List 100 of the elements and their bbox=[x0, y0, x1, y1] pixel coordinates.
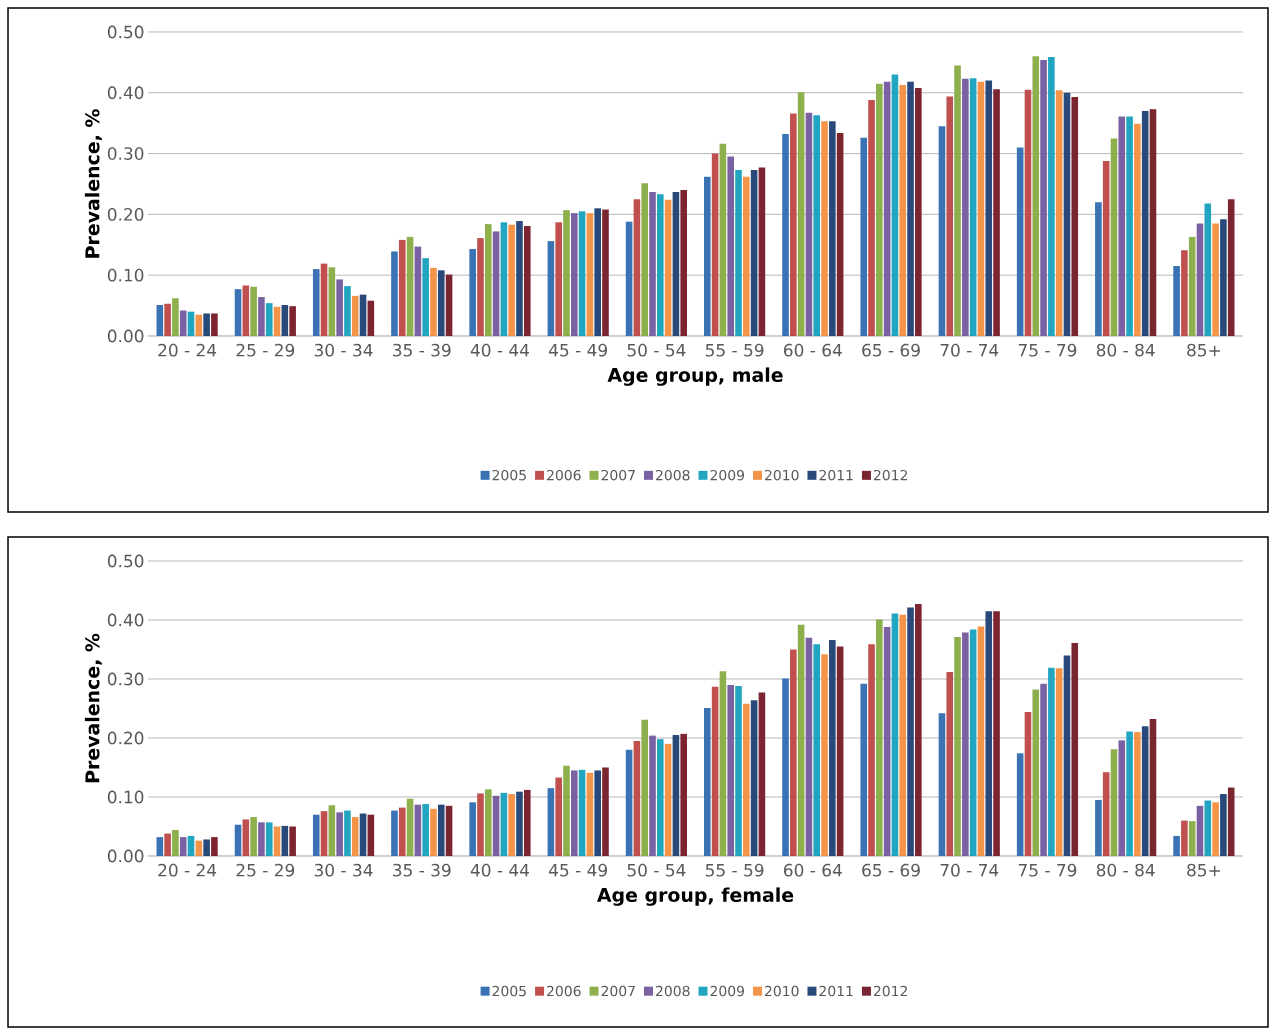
bar bbox=[1227, 787, 1235, 856]
bar bbox=[1016, 147, 1024, 336]
bar bbox=[969, 629, 977, 856]
bar bbox=[508, 224, 515, 336]
y-tick-label: 0.20 bbox=[107, 731, 144, 745]
bar bbox=[907, 81, 914, 336]
bar bbox=[344, 810, 351, 856]
bar bbox=[523, 225, 531, 336]
bar bbox=[727, 684, 735, 856]
x-tick-label: 80 - 84 bbox=[1096, 863, 1155, 877]
bar bbox=[829, 121, 836, 336]
x-tick-label: 65 - 69 bbox=[862, 863, 920, 877]
bar bbox=[414, 246, 422, 336]
bar bbox=[836, 132, 844, 336]
bar bbox=[1063, 655, 1071, 856]
bar bbox=[430, 267, 437, 336]
bar bbox=[985, 80, 993, 336]
bar bbox=[547, 241, 555, 336]
bar bbox=[954, 65, 961, 336]
x-tick-label: 40 - 44 bbox=[470, 863, 529, 877]
bar bbox=[649, 191, 656, 336]
bar bbox=[430, 808, 437, 856]
bar bbox=[1016, 753, 1024, 856]
bar bbox=[1032, 689, 1040, 856]
bar bbox=[876, 619, 883, 856]
bar bbox=[477, 793, 484, 856]
bar bbox=[938, 126, 946, 336]
bar bbox=[469, 249, 476, 336]
bar bbox=[445, 274, 453, 336]
bar bbox=[735, 686, 742, 856]
bar bbox=[359, 813, 367, 856]
bar bbox=[860, 137, 868, 336]
y-tick-label: 0.10 bbox=[107, 268, 144, 282]
bar bbox=[367, 300, 375, 336]
bar bbox=[281, 304, 289, 336]
bar bbox=[657, 739, 664, 856]
bar bbox=[281, 825, 289, 856]
bar bbox=[891, 74, 899, 336]
legend-label: 2008 bbox=[656, 469, 690, 481]
x-tick-label: 50 - 54 bbox=[627, 863, 686, 877]
bar bbox=[250, 286, 257, 336]
bar bbox=[1024, 89, 1032, 336]
bar bbox=[711, 686, 719, 856]
bar bbox=[187, 835, 195, 856]
bar bbox=[312, 269, 320, 336]
bar bbox=[1196, 223, 1204, 336]
bar bbox=[578, 211, 586, 336]
x-tick-label: 70 - 74 bbox=[940, 343, 999, 357]
bar bbox=[328, 267, 336, 336]
bar bbox=[250, 817, 257, 856]
bar bbox=[1118, 116, 1126, 336]
y-tick-label: 0.50 bbox=[107, 25, 144, 39]
bar bbox=[172, 830, 179, 856]
bar bbox=[1048, 56, 1055, 336]
bar bbox=[1149, 719, 1157, 856]
bar bbox=[289, 306, 296, 336]
bar bbox=[1196, 805, 1204, 856]
bar bbox=[883, 627, 891, 856]
y-tick-label: 0.20 bbox=[107, 207, 144, 221]
bar bbox=[1040, 59, 1047, 336]
bar bbox=[649, 735, 656, 856]
bar bbox=[633, 740, 641, 856]
bar bbox=[602, 209, 609, 336]
bar bbox=[265, 303, 273, 336]
bar bbox=[164, 833, 171, 856]
bar bbox=[594, 770, 601, 856]
bar bbox=[391, 810, 398, 856]
bar bbox=[1024, 712, 1032, 856]
bar bbox=[977, 81, 985, 336]
bar bbox=[211, 837, 218, 856]
bar bbox=[1110, 749, 1118, 856]
bar bbox=[336, 279, 343, 336]
bar bbox=[1141, 726, 1149, 856]
legend-label: 2005 bbox=[492, 985, 526, 997]
bar bbox=[602, 767, 609, 856]
bar bbox=[672, 735, 680, 856]
bar bbox=[328, 805, 336, 856]
bar bbox=[1040, 683, 1047, 856]
legend-label: 2008 bbox=[656, 985, 690, 997]
bar bbox=[797, 92, 805, 336]
bar bbox=[414, 804, 422, 856]
bar bbox=[320, 811, 328, 856]
x-tick-label: 45 - 49 bbox=[549, 863, 607, 877]
bar bbox=[946, 671, 954, 856]
bar bbox=[985, 611, 993, 856]
bar bbox=[203, 839, 210, 856]
bar bbox=[1173, 266, 1180, 336]
bar bbox=[868, 100, 875, 336]
bar bbox=[1181, 250, 1188, 336]
bar bbox=[805, 112, 813, 336]
bar bbox=[203, 313, 210, 336]
bar bbox=[320, 263, 328, 336]
legend-label: 2011 bbox=[819, 985, 853, 997]
bar bbox=[234, 824, 242, 856]
bar bbox=[445, 805, 453, 856]
bar bbox=[563, 765, 570, 856]
bar bbox=[750, 170, 758, 336]
bar bbox=[743, 703, 750, 856]
bar bbox=[633, 199, 641, 336]
bar bbox=[422, 258, 429, 336]
